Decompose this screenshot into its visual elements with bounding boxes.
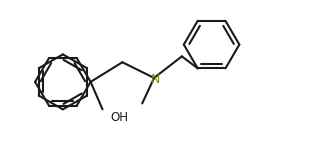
Text: OH: OH (111, 111, 129, 124)
Text: N: N (150, 73, 160, 86)
